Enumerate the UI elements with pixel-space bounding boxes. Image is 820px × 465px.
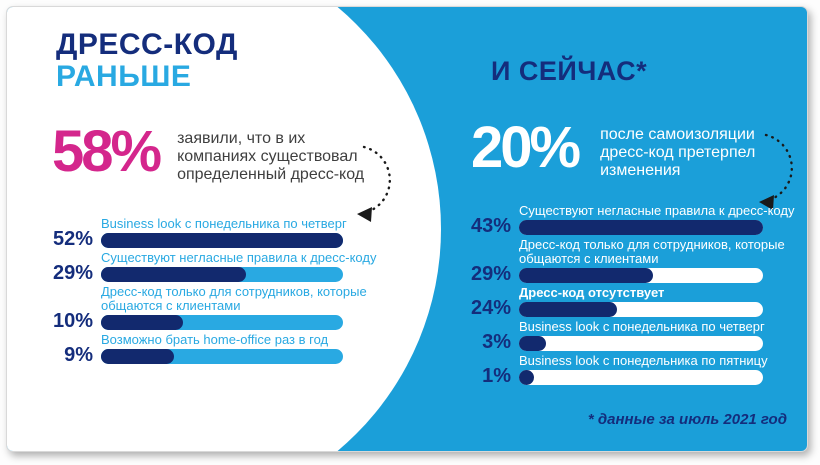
bar-track xyxy=(519,220,763,235)
bar-fill xyxy=(519,302,617,317)
bar-track xyxy=(519,370,763,385)
bar-row: 10% Дресс-код только для сотрудников, ко… xyxy=(51,284,391,332)
footnote: * данные за июль 2021 год xyxy=(587,411,787,428)
bar-label: Существуют негласные правила к дресс-код… xyxy=(519,203,795,218)
bar-value: 9% xyxy=(64,344,93,366)
bar-value: 24% xyxy=(470,297,511,319)
bar-value: 29% xyxy=(52,262,93,284)
bar-fill xyxy=(101,349,174,364)
bar-track xyxy=(101,349,343,364)
bar-track xyxy=(101,267,343,282)
dotted-arrow-icon xyxy=(357,145,391,222)
bar-label: Возможно брать home-office раз в год xyxy=(101,332,329,347)
bar-fill xyxy=(519,370,534,385)
left-stat: 58% заявили, что в их компаниях существо… xyxy=(52,121,367,184)
white-circle-decoration xyxy=(7,7,441,451)
bar-value: 29% xyxy=(470,263,511,285)
bar-label: Существуют негласные правила к дресс-код… xyxy=(101,250,377,265)
bar-row: 1% Business look с понедельника по пятни… xyxy=(465,353,807,387)
dotted-arrow-icon xyxy=(759,133,793,210)
bar-label: Business look с понедельника по пятницу xyxy=(519,353,768,368)
bar-fill xyxy=(101,315,184,330)
right-stat-value: 20% xyxy=(471,115,581,180)
bar-label: Дресс-код только для сотрудников, которы… xyxy=(101,284,367,313)
bar-value: 1% xyxy=(482,365,511,387)
bar-track xyxy=(101,233,343,248)
infographic-card: ДРЕСС-КОД РАНЬШЕ 58% заявили, что в их к… xyxy=(6,6,808,452)
left-title-line2: РАНЬШЕ xyxy=(56,60,192,93)
bar-chart-now: 43% Существуют негласные правила к дресс… xyxy=(465,203,807,388)
bar-chart-before: 52% Business look с понедельника по четв… xyxy=(51,217,391,367)
bar-value: 52% xyxy=(52,228,93,250)
bar-track xyxy=(101,315,343,330)
left-title-line1: ДРЕСС-КОД xyxy=(56,28,238,61)
bar-row: 9% Возможно брать home-office раз в год xyxy=(51,332,391,366)
right-stat-caption: после самоизоляции дресс-код претерпел и… xyxy=(600,126,756,179)
bar-label: Business look с понедельника по четверг xyxy=(519,319,765,334)
bar-value: 43% xyxy=(470,215,511,237)
bar-row: 24% Дресс-код отсутствует xyxy=(465,285,807,319)
bar-track xyxy=(519,336,763,351)
bar-row: 43% Существуют негласные правила к дресс… xyxy=(465,203,807,237)
bar-label: Дресс-код только для сотрудников, которы… xyxy=(519,237,785,266)
bar-value: 3% xyxy=(482,331,511,353)
bar-row: 29% Существуют негласные правила к дресс… xyxy=(51,250,391,284)
bar-track xyxy=(519,302,763,317)
right-stat: 20% после самоизоляции дресс-код претерп… xyxy=(471,117,760,180)
bar-fill xyxy=(101,233,343,248)
bar-fill xyxy=(101,267,247,282)
bar-fill xyxy=(519,220,763,235)
left-stat-value: 58% xyxy=(52,119,162,184)
bar-row: 29% Дресс-код только для сотрудников, ко… xyxy=(465,237,807,285)
left-title: ДРЕСС-КОД РАНЬШЕ xyxy=(56,29,238,93)
bar-row: 52% Business look с понедельника по четв… xyxy=(51,216,391,250)
bar-value: 10% xyxy=(52,310,93,332)
bar-fill xyxy=(519,268,654,283)
bar-track xyxy=(519,268,763,283)
bar-label: Дресс-код отсутствует xyxy=(519,285,665,300)
bar-label: Business look с понедельника по четверг xyxy=(101,216,347,231)
right-title: И СЕЙЧАС* xyxy=(491,56,648,86)
bar-row: 3% Business look с понедельника по четве… xyxy=(465,319,807,353)
bar-fill xyxy=(519,336,546,351)
left-stat-caption: заявили, что в их компаниях существовал … xyxy=(177,130,365,183)
